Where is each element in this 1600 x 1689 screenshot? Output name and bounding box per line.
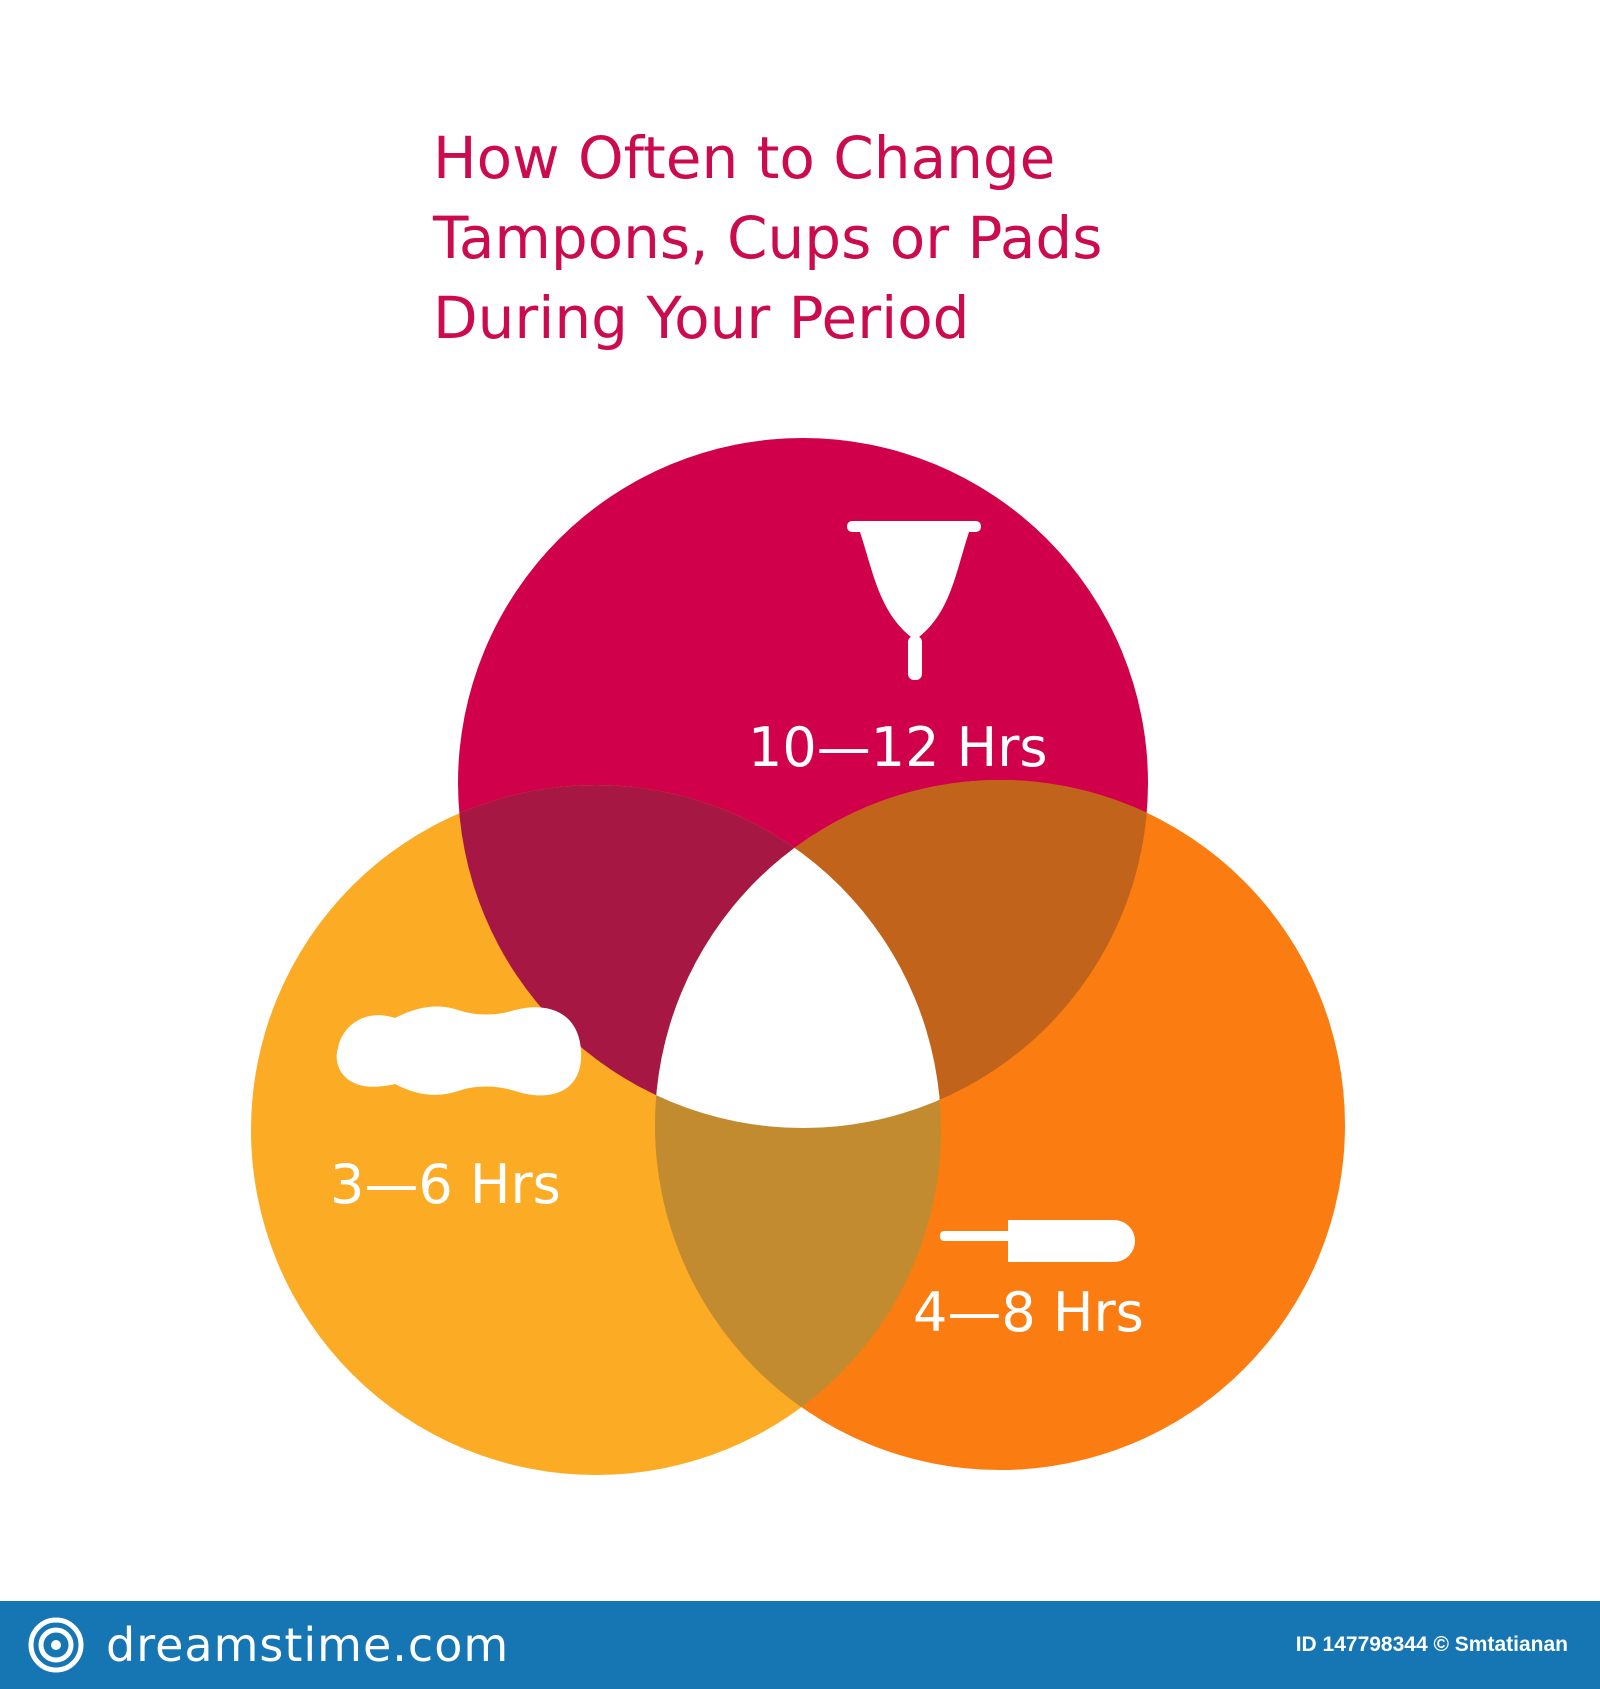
menstrual-cup-icon [847, 521, 981, 680]
footer-brand: dreamstime.com [28, 1617, 509, 1673]
tampon-icon [940, 1220, 1135, 1262]
title-line-1: How Often to Change [433, 124, 1055, 192]
cup-duration-label: 10—12 Hrs [748, 716, 1048, 779]
title-line-2: Tampons, Cups or Pads [432, 204, 1102, 272]
watermark-footer: dreamstime.com ID 147798344 © Smtatianan [0, 1601, 1600, 1689]
pad-duration-label: 3—6 Hrs [330, 1153, 561, 1216]
tampon-duration-label: 4—8 Hrs [913, 1281, 1144, 1344]
image-credit: ID 147798344 © Smtatianan [1295, 1633, 1568, 1656]
sanitary-pad-icon [336, 1006, 582, 1096]
diagram-title: How Often to Change Tampons, Cups or Pad… [432, 124, 1102, 352]
dreamstime-spiral-icon [28, 1617, 84, 1673]
center-overlap [655, 785, 941, 1128]
title-line-3: During Your Period [433, 284, 970, 352]
footer-brand-text: dreamstime.com [106, 1618, 510, 1672]
